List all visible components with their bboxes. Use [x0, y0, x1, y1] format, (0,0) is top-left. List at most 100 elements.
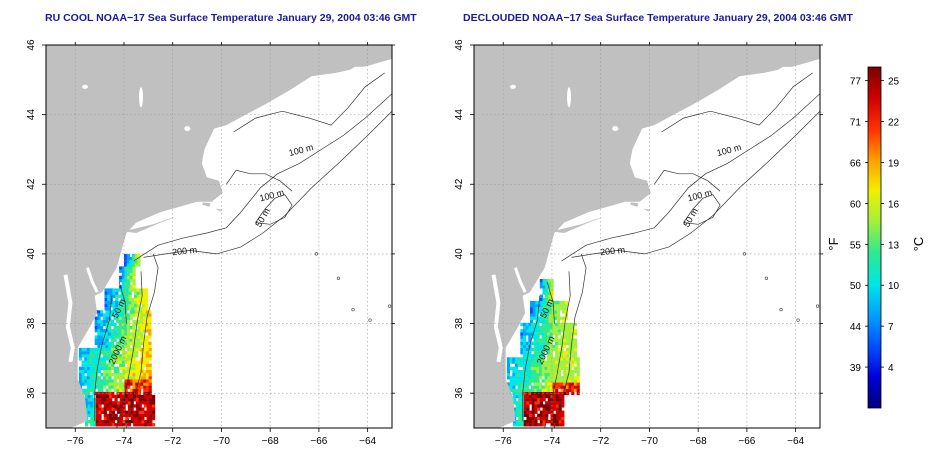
isobaths: [522, 72, 820, 428]
island: [201, 202, 211, 207]
isobath-c100b: [226, 169, 293, 192]
fahrenheit-tick-label: 55: [850, 240, 862, 251]
lat-tick-label: 36: [26, 387, 37, 399]
chesapeake-bay: [63, 274, 75, 363]
lat-lon-grid: [474, 45, 820, 428]
isobath-c100: [561, 93, 820, 262]
lon-tick-label: −72: [164, 436, 181, 447]
island: [643, 208, 651, 212]
seamount-contour: [779, 308, 783, 312]
celsius-tick-label: 16: [888, 199, 900, 210]
seamount-contour: [368, 318, 372, 322]
map-axes: −76 −74 −72 −70 −68 −66 −64 36 38 40 42 44 46: [26, 39, 395, 447]
celsius-tick-label: 10: [888, 281, 900, 292]
seamount-contour: [351, 308, 355, 312]
seamount-contour: [815, 304, 820, 308]
seamount-contour: [336, 276, 340, 280]
lat-tick-label: 42: [26, 178, 37, 190]
lat-tick-label: 36: [454, 387, 465, 399]
lon-tick-label: −76: [67, 436, 84, 447]
lon-tick-label: −64: [787, 436, 804, 447]
map-axes: −76 −74 −72 −70 −68 −66 −64 36 38 40 42 44 46: [454, 39, 823, 447]
lon-tick-label: −76: [495, 436, 512, 447]
isobath-c100n: [661, 72, 813, 133]
contour-label: 200 m: [172, 245, 198, 258]
celsius-unit-label: °C: [911, 237, 926, 252]
lon-tick-label: −64: [359, 436, 376, 447]
lon-tick-label: −68: [690, 436, 707, 447]
celsius-tick-label: 7: [888, 322, 894, 333]
celsius-tick-label: 25: [888, 77, 900, 88]
fahrenheit-tick-label: 66: [850, 158, 862, 169]
isobath-c50b: [683, 194, 721, 225]
lon-tick-label: −66: [310, 436, 327, 447]
lon-tick-label: −74: [115, 436, 132, 447]
right-map-title: DECLOUDED NOAA−17 Sea Surface Temperatur…: [463, 12, 853, 24]
sst-field: [78, 253, 156, 427]
coastline-land: [46, 45, 392, 428]
delaware-bay: [513, 267, 527, 293]
lake: [612, 126, 619, 132]
lake-champlain: [139, 87, 144, 108]
isobath-c100n: [233, 72, 385, 133]
fahrenheit-tick-label: 77: [850, 77, 862, 88]
lake: [509, 84, 516, 89]
lat-tick-label: 46: [26, 39, 37, 51]
island: [215, 208, 223, 212]
left-map-title: RU COOL NOAA−17 Sea Surface Temperature …: [45, 12, 417, 24]
seamount-contour: [387, 304, 392, 308]
bay-of-fundy: [745, 66, 796, 96]
bay-of-fundy: [317, 66, 368, 96]
island: [549, 216, 605, 233]
lat-tick-label: 40: [26, 248, 37, 260]
lon-tick-label: −70: [213, 436, 230, 447]
delaware-bay: [85, 267, 99, 293]
fahrenheit-tick-label: 44: [850, 322, 862, 333]
lon-tick-label: −74: [543, 436, 560, 447]
fahrenheit-tick-label: 71: [850, 118, 862, 129]
fahrenheit-tick-label: 39: [850, 363, 862, 374]
lake-champlain: [567, 87, 572, 108]
seamount-contour: [796, 318, 800, 322]
lat-tick-label: 44: [26, 109, 37, 121]
lon-tick-label: −68: [262, 436, 279, 447]
isobath-c2000: [126, 253, 159, 428]
isobath-c200: [571, 110, 820, 258]
colorbar-ramp: [867, 66, 882, 409]
celsius-tick-label: 22: [888, 118, 900, 129]
isobath-c100b: [654, 169, 721, 192]
isobath-cInner: [522, 295, 541, 421]
lon-tick-label: −70: [641, 436, 658, 447]
lon-tick-label: −72: [592, 436, 609, 447]
island: [629, 202, 639, 207]
lat-tick-label: 46: [454, 39, 465, 51]
isobath-c50b: [255, 194, 293, 225]
fahrenheit-tick-label: 60: [850, 199, 862, 210]
lat-tick-label: 40: [454, 248, 465, 260]
contour-label: 200 m: [600, 245, 626, 258]
lat-tick-label: 38: [26, 318, 37, 330]
lake: [81, 84, 88, 89]
isobath-c1000: [544, 271, 571, 428]
isobath-c2000: [554, 253, 587, 428]
sst-field: [506, 279, 580, 427]
chesapeake-bay: [491, 274, 503, 363]
seamount-contour: [742, 252, 747, 256]
isobath-c50a: [546, 281, 555, 324]
isobath-cInner: [94, 295, 113, 421]
lat-tick-label: 38: [454, 318, 465, 330]
lat-lon-grid: [46, 45, 392, 428]
fahrenheit-tick-label: 50: [850, 281, 862, 292]
isobath-c100: [133, 93, 392, 262]
lake: [184, 126, 191, 132]
isobaths: [94, 72, 392, 428]
lat-tick-label: 42: [454, 178, 465, 190]
celsius-tick-label: 13: [888, 240, 900, 251]
map-frame: [473, 44, 821, 429]
seamount-contour: [314, 252, 319, 256]
isobath-c200: [143, 110, 392, 258]
